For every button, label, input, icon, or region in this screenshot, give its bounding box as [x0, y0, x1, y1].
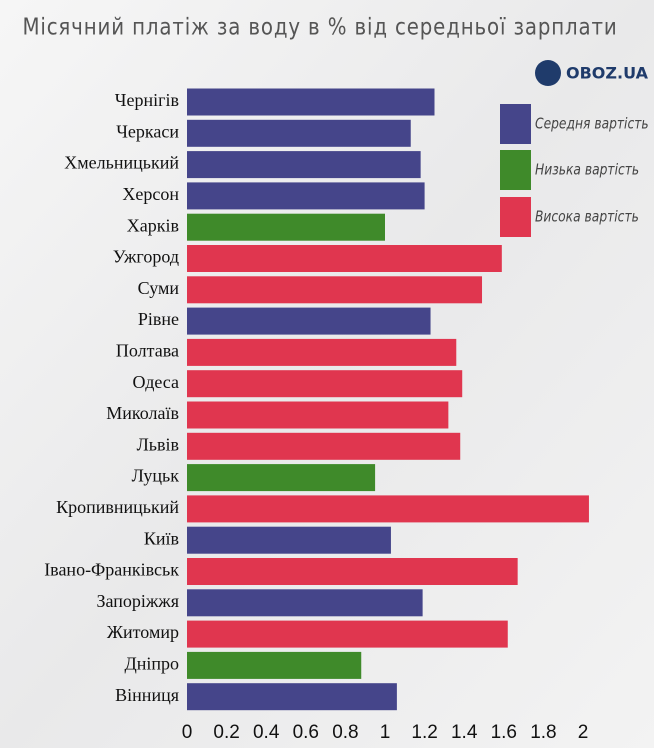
legend-swatch: [500, 104, 531, 144]
x-tick-label: 2: [578, 722, 589, 743]
y-tick-label: Харків: [127, 215, 179, 235]
x-tick-label: 1: [380, 722, 391, 743]
y-tick-label: Житомир: [107, 622, 179, 642]
bar: [187, 620, 508, 648]
bar: [187, 464, 376, 492]
y-tick-label: Одеса: [132, 372, 179, 392]
x-tick-label: 0.4: [253, 722, 280, 743]
y-tick-label: Черкаси: [116, 121, 179, 141]
x-tick-label: 0.2: [213, 722, 239, 743]
y-tick-label: Вінниця: [115, 685, 179, 705]
y-tick-label: Запоріжжя: [96, 591, 179, 611]
logo: OBOZ.UA: [535, 60, 649, 86]
logo-icon: [535, 60, 561, 86]
x-tick-label: 1.8: [530, 722, 556, 743]
bar: [187, 213, 385, 241]
x-tick-label: 1.2: [411, 722, 437, 743]
bar: [187, 651, 362, 679]
bar: [187, 307, 431, 335]
bar: [187, 558, 518, 585]
bar: [187, 495, 589, 523]
logo-text: OBOZ.UA: [566, 64, 649, 83]
bar: [187, 683, 397, 711]
bar: [187, 589, 423, 617]
bar: [187, 370, 463, 398]
y-tick-label: Луцьк: [132, 466, 180, 486]
bar: [187, 276, 483, 304]
bar: [187, 245, 502, 272]
x-tick-label: 1.6: [491, 722, 517, 743]
y-tick-label: Суми: [138, 278, 180, 298]
x-tick-label: 1.4: [451, 722, 478, 743]
y-tick-label: Івано-Франківськ: [44, 560, 179, 580]
y-tick-label: Полтава: [116, 341, 179, 361]
legend-swatch: [500, 197, 531, 237]
y-tick-label: Ужгород: [113, 247, 179, 267]
bar: [187, 432, 461, 460]
x-tick-label: 0.8: [332, 722, 358, 743]
y-tick-label: Львів: [137, 434, 179, 454]
y-tick-label: Миколаїв: [106, 403, 179, 423]
x-tick-label: 0: [182, 722, 193, 743]
legend-label: Середня вартість: [535, 115, 649, 132]
legend-label: Низька вартість: [535, 161, 639, 178]
y-tick-label: Дніпро: [124, 654, 179, 674]
y-tick-label: Хмельницький: [64, 153, 179, 173]
bar: [187, 151, 421, 179]
legend-swatch: [500, 150, 531, 190]
y-tick-label: Рівне: [138, 309, 179, 329]
y-tick-label: Чернігів: [115, 90, 179, 110]
y-tick-label: Херсон: [122, 184, 179, 204]
bar: [187, 338, 457, 366]
x-tick-label: 0.6: [293, 722, 319, 743]
legend-label: Висока вартість: [535, 208, 639, 225]
chart-title: Місячний платіж за воду в % від середньо…: [22, 14, 617, 41]
y-tick-label: Київ: [144, 528, 179, 548]
bar: [187, 119, 411, 147]
bar: [187, 526, 391, 554]
y-tick-label: Кропивницький: [56, 497, 179, 517]
bar: [187, 401, 449, 429]
bar: [187, 182, 425, 210]
bar: [187, 88, 435, 116]
